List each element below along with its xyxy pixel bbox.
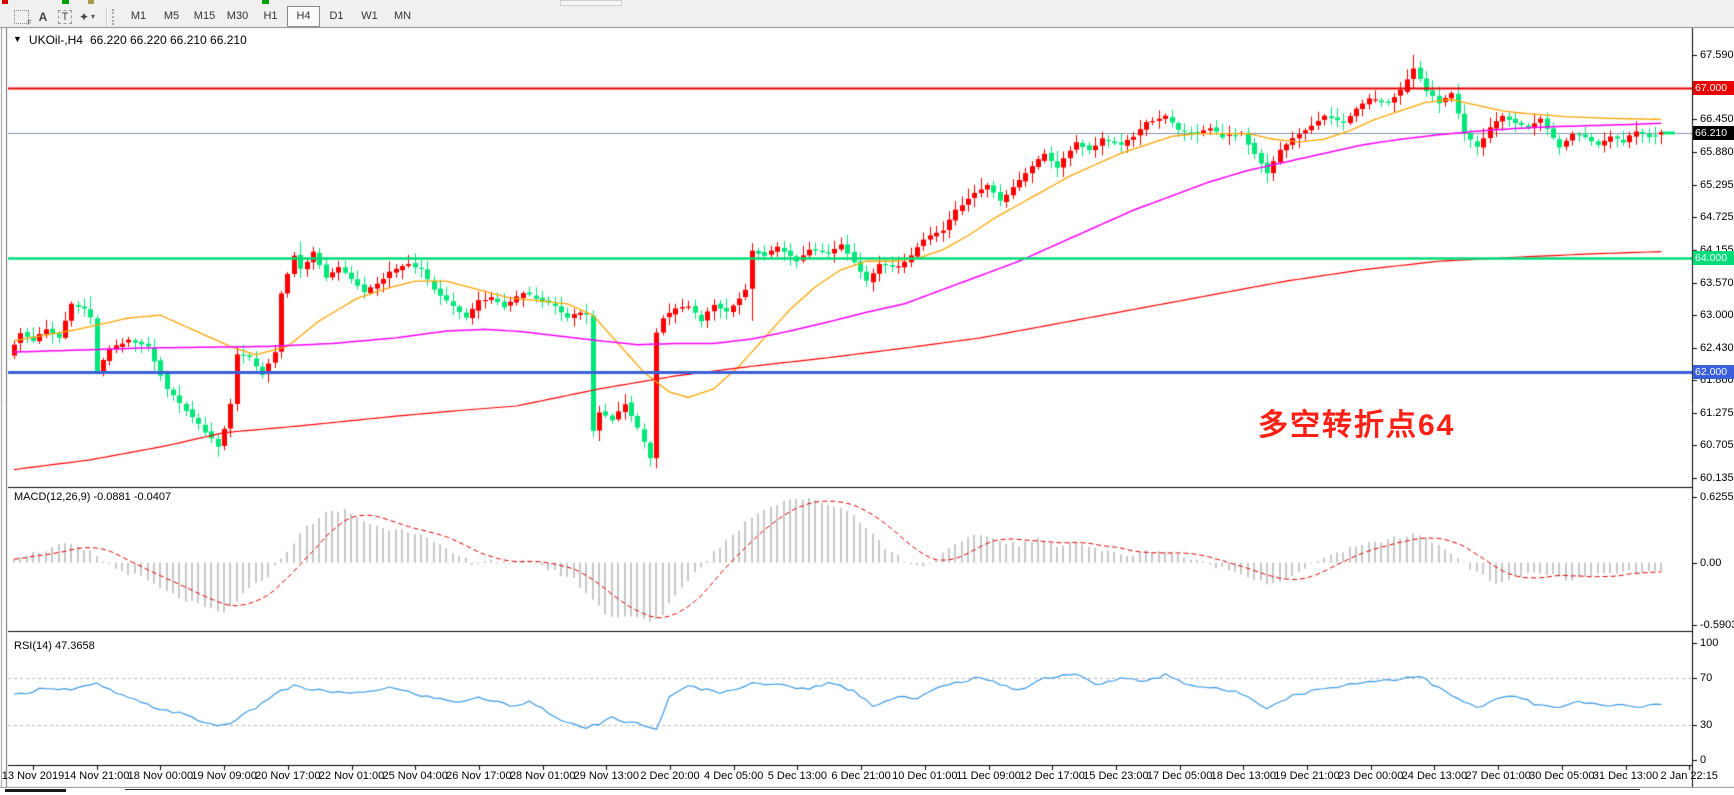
price-tick-label: 65.295 xyxy=(1700,178,1734,191)
rsi-indicator-label: RSI(14) 47.3658 xyxy=(14,640,95,652)
macd-indicator-label: MACD(12,26,9) -0.0881 -0.0407 xyxy=(14,491,172,503)
time-axis-label: 31 Dec 13:00 xyxy=(1592,770,1659,782)
time-axis-label: 13 Nov 2019 xyxy=(1,770,65,782)
symbol-dropdown-icon[interactable]: ▼ xyxy=(13,34,22,44)
symbol-ohlc-values: 66.220 66.220 66.210 66.210 xyxy=(89,33,247,47)
symbol-name: UKOil-,H4 xyxy=(28,33,83,47)
rsi-tick-label: 0 xyxy=(1700,754,1707,766)
price-level-box-66.210: 66.210 xyxy=(1693,125,1734,140)
chart-text-annotation: 多空转折点64 xyxy=(1258,409,1456,442)
time-axis-label: 30 Dec 05:00 xyxy=(1529,770,1595,782)
time-axis-label: 25 Nov 04:00 xyxy=(382,770,448,782)
price-tick-label: 60.705 xyxy=(1700,439,1734,452)
price-tick-label: 61.275 xyxy=(1700,407,1734,420)
price-level-box-64.000: 64.000 xyxy=(1693,251,1734,266)
time-axis-label: 2 Dec 20:00 xyxy=(640,770,700,782)
price-level-box-62.000: 62.000 xyxy=(1693,364,1734,379)
time-axis-label: 29 Nov 13:00 xyxy=(573,770,640,782)
symbol-header: ▼ UKOil-,H4 66.220 66.220 66.210 66.210 xyxy=(13,33,247,47)
tab-edge-line xyxy=(125,789,1640,790)
time-axis-label: 27 Dec 01:00 xyxy=(1465,770,1531,782)
macd-tick-label: -0.5903 xyxy=(1700,618,1734,631)
price-tick-label: 65.880 xyxy=(1700,145,1734,158)
time-axis-label: 18 Dec 13:00 xyxy=(1210,770,1277,782)
price-tick-label: 66.450 xyxy=(1700,113,1734,126)
time-axis-label: 11 Dec 09:00 xyxy=(956,770,1021,782)
window-bottom-strip xyxy=(0,788,1734,795)
time-axis-label: 4 Dec 05:00 xyxy=(704,770,764,782)
time-axis-label: 28 Nov 01:00 xyxy=(509,770,576,782)
time-axis-label: 17 Dec 05:00 xyxy=(1146,770,1213,782)
time-axis-label: 26 Nov 17:00 xyxy=(446,770,512,782)
macd-tick-label: 0.6255 xyxy=(1700,490,1734,503)
time-axis-label: 19 Nov 09:00 xyxy=(191,770,257,782)
price-tick-label: 60.135 xyxy=(1700,471,1734,484)
price-tick-label: 64.725 xyxy=(1700,211,1734,224)
tab-edge-segment xyxy=(5,789,66,792)
macd-tick-label: 0.00 xyxy=(1700,556,1722,569)
price-tick-label: 63.000 xyxy=(1700,309,1734,322)
price-tick-label: 62.430 xyxy=(1700,341,1734,354)
time-axis-label: 18 Nov 00:00 xyxy=(127,770,194,782)
time-axis-label: 6 Dec 21:00 xyxy=(831,770,891,782)
time-axis-label: 24 Dec 13:00 xyxy=(1401,770,1468,782)
rsi-tick-label: 70 xyxy=(1700,672,1713,685)
time-axis-label: 20 Nov 17:00 xyxy=(255,770,321,782)
time-axis-label: 2 Jan 22:15 xyxy=(1660,770,1718,782)
time-axis-label: 22 Nov 01:00 xyxy=(318,770,385,782)
time-axis-label: 19 Dec 21:00 xyxy=(1274,770,1340,782)
time-axis-label: 14 Nov 21:00 xyxy=(63,770,130,782)
price-tick-label: 67.590 xyxy=(1700,48,1734,61)
time-axis-label: 5 Dec 13:00 xyxy=(767,770,828,782)
rsi-tick-label: 100 xyxy=(1700,637,1719,649)
time-axis-label: 15 Dec 23:00 xyxy=(1083,770,1149,782)
time-axis-label: 23 Dec 00:00 xyxy=(1337,770,1404,782)
rsi-tick-label: 30 xyxy=(1700,718,1713,731)
price-tick-label: 63.570 xyxy=(1700,276,1734,289)
price-level-box-67.000: 67.000 xyxy=(1693,81,1734,96)
time-axis-label: 10 Dec 01:00 xyxy=(892,770,958,782)
time-axis-label: 12 Dec 17:00 xyxy=(1019,770,1085,782)
